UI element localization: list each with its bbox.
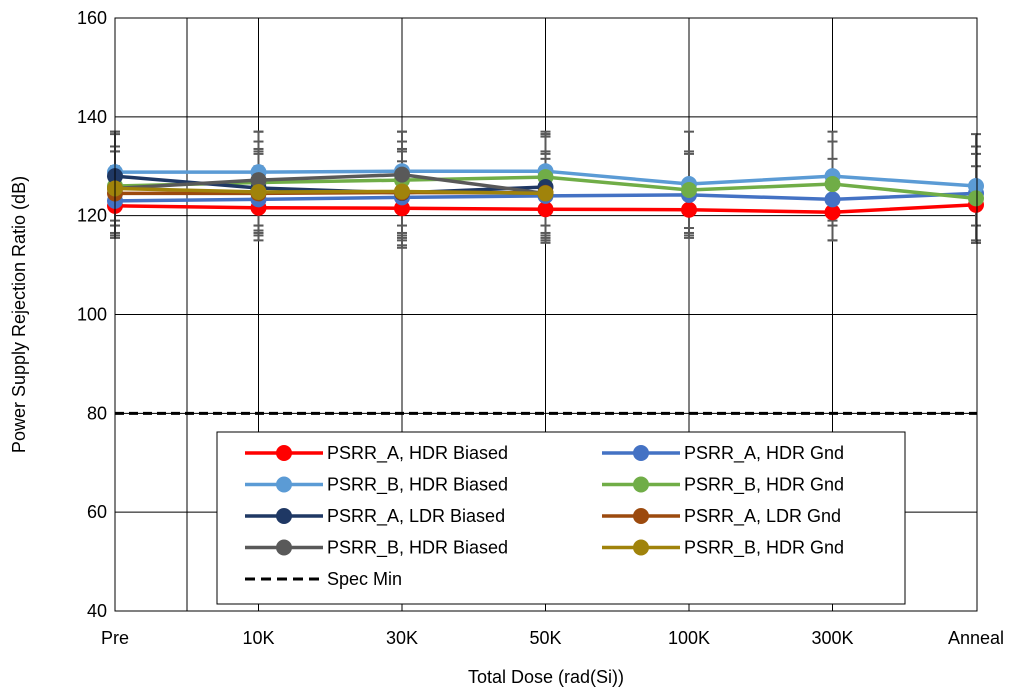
- series-line: [114, 172, 546, 196]
- data-point: [824, 191, 841, 208]
- x-tick-label: 300K: [811, 628, 853, 648]
- y-tick-label: 100: [77, 305, 107, 325]
- y-tick-label: 120: [77, 206, 107, 226]
- data-point: [681, 201, 697, 218]
- legend-label: PSRR_B, HDR Biased: [327, 538, 508, 559]
- y-tick-label: 140: [77, 107, 107, 127]
- legend-label: PSRR_A, HDR Biased: [327, 443, 508, 464]
- x-tick-label: Pre: [101, 628, 129, 648]
- data-point: [681, 181, 697, 198]
- x-tick-label: 50K: [529, 628, 561, 648]
- legend-marker: [276, 508, 292, 524]
- legend-marker: [633, 476, 649, 493]
- legend-label: Spec Min: [327, 569, 402, 589]
- y-tick-labels: 40 60 80 100 120 140 160: [77, 8, 107, 621]
- data-point: [824, 204, 841, 221]
- x-tick-label: 100K: [668, 628, 710, 648]
- y-tick-label: 160: [77, 8, 107, 28]
- legend-marker: [633, 508, 649, 524]
- legend-label: PSRR_B, HDR Biased: [327, 475, 508, 496]
- x-axis-title: Total Dose (rad(Si)): [468, 667, 624, 687]
- legend: PSRR_A, HDR Biased PSRR_A, HDR Gnd PSRR_B,…: [216, 431, 906, 605]
- series-line: [114, 186, 546, 196]
- data-point: [394, 166, 410, 183]
- x-tick-labels: Pre 10K 30K 50K 100K 300K Anneal: [101, 628, 1004, 648]
- legend-label: PSRR_B, HDR Gnd: [684, 538, 844, 559]
- y-tick-label: 60: [87, 502, 107, 522]
- x-tick-label: 10K: [242, 628, 274, 648]
- x-tick-label: Anneal: [948, 628, 1004, 648]
- legend-marker: [633, 445, 649, 461]
- legend-marker: [633, 539, 649, 556]
- data-point: [968, 190, 984, 207]
- y-axis-title: Power Supply Rejection Ratio (dB): [9, 176, 29, 453]
- data-point: [394, 183, 410, 200]
- data-point: [824, 176, 841, 193]
- data-point: [968, 178, 984, 195]
- series-group: [107, 163, 984, 221]
- data-point: [537, 185, 554, 202]
- legend-marker: [276, 539, 292, 556]
- legend-marker: [276, 445, 292, 461]
- data-point: [250, 172, 267, 189]
- legend-label: PSRR_B, HDR Gnd: [684, 475, 844, 496]
- legend-marker: [276, 476, 292, 493]
- legend-label: PSRR_A, LDR Gnd: [684, 506, 841, 527]
- data-point: [250, 183, 267, 200]
- plot-frame: [114, 17, 978, 612]
- series-8: [107, 180, 554, 202]
- legend-box: [216, 431, 906, 605]
- y-tick-label: 80: [87, 403, 107, 423]
- x-tick-label: 30K: [386, 628, 418, 648]
- data-point: [537, 201, 554, 218]
- legend-label: PSRR_A, LDR Biased: [327, 506, 505, 527]
- legend-label: PSRR_A, HDR Gnd: [684, 443, 844, 464]
- y-tick-label: 40: [87, 601, 107, 621]
